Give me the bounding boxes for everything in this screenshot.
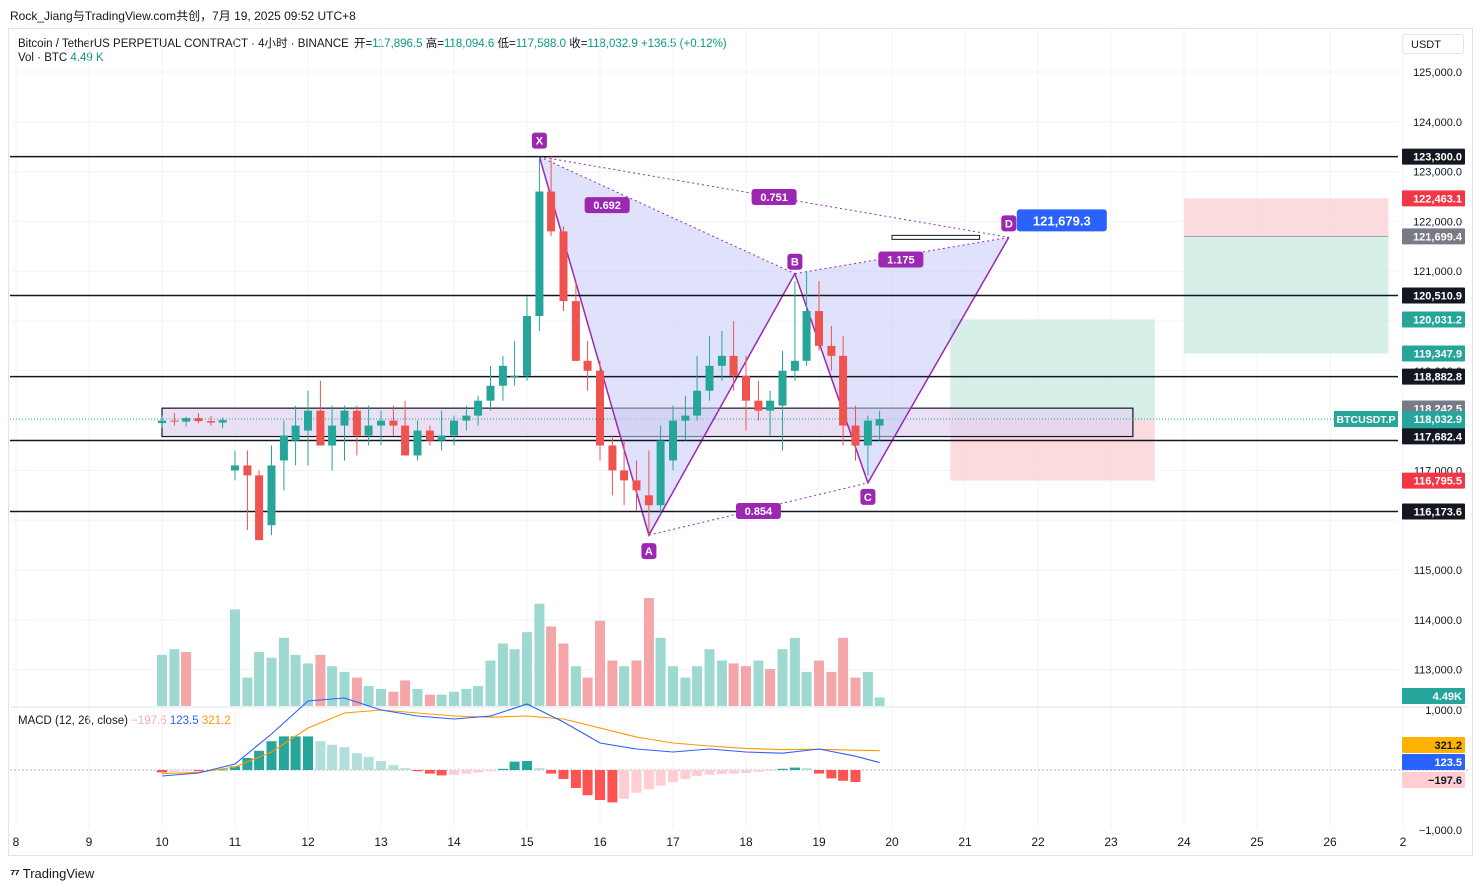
macd-legend: MACD (12, 26, close) −197.6 123.5 321.2 — [18, 715, 231, 727]
symbol-legend: Bitcoin / TetherUS PERPETUAL CONTRACT · … — [18, 35, 727, 51]
macd-line-value: 123.5 — [169, 715, 199, 727]
high-value: 118,094.6 — [443, 38, 495, 50]
change-value: +136.5 (+0.12%) — [640, 38, 727, 50]
close-label: 收= — [569, 38, 588, 50]
open-label: 开= — [354, 38, 373, 50]
macd-histogram-value: −197.6 — [131, 715, 167, 727]
macd-label[interactable]: MACD (12, 26, close) — [18, 715, 128, 727]
volume-label[interactable]: Vol · BTC — [18, 52, 68, 64]
brand-name: TradingView — [22, 866, 95, 881]
close-value: 118,032.9 — [587, 38, 638, 50]
chart-frame — [8, 28, 1473, 856]
low-value: 117,588.0 — [515, 38, 567, 50]
open-value: 117,896.5 — [372, 38, 423, 50]
tradingview-logo-icon[interactable]: ⁷⁷ — [10, 866, 20, 881]
high-label: 高= — [425, 38, 444, 50]
low-label: 低= — [497, 38, 516, 50]
volume-value: 4.49 K — [70, 52, 104, 64]
symbol-title[interactable]: Bitcoin / TetherUS PERPETUAL CONTRACT · … — [18, 38, 349, 50]
currency-selector[interactable]: USDT — [1402, 34, 1464, 54]
volume-legend: Vol · BTC 4.49 K — [18, 52, 104, 64]
chart-attribution: Rock_Jiang与TradingView.com共创，7月 19, 2025… — [10, 9, 356, 23]
signal-line-value: 321.2 — [201, 715, 231, 727]
footer: ⁷⁷ TradingView — [10, 866, 94, 881]
